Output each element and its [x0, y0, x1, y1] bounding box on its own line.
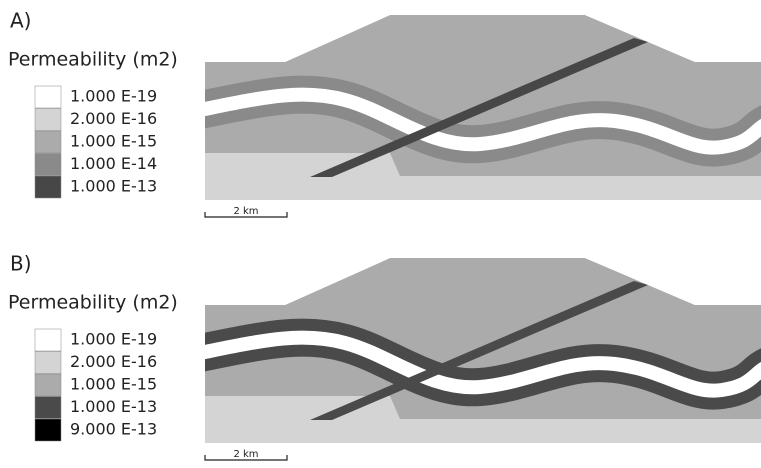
model — [195, 258, 761, 443]
figure: A) Permeability (m2) 1.000 E-19 2.000 E-16 1… — [0, 0, 761, 468]
panel: B) Permeability (m2) 1.000 E-19 2.000 E-16 1… — [8, 252, 761, 461]
legend-title: Permeability (m2) — [8, 49, 178, 71]
scale-bar-label: 2 km — [233, 206, 258, 217]
panel: A) Permeability (m2) 1.000 E-19 2.000 E-16 1… — [8, 9, 761, 218]
legend-label: 1.000 E-14 — [70, 154, 157, 173]
legend-swatch — [35, 176, 61, 198]
legend-swatch — [35, 419, 61, 441]
legend-swatch — [35, 329, 61, 351]
panel-label: B) — [10, 252, 32, 276]
legend-swatch — [35, 86, 61, 108]
legend-label: 2.000 E-16 — [70, 109, 157, 128]
panel-label: A) — [10, 9, 31, 33]
page: A) Permeability (m2) 1.000 E-19 2.000 E-16 1… — [0, 0, 761, 468]
legend-label: 1.000 E-13 — [70, 397, 157, 416]
legend-label: 1.000 E-19 — [70, 330, 157, 349]
legend-label: 2.000 E-16 — [70, 352, 157, 371]
legend-label: 1.000 E-13 — [70, 177, 157, 196]
legend-title: Permeability (m2) — [8, 292, 178, 314]
legend-swatch — [35, 397, 61, 419]
legend-swatch — [35, 352, 61, 374]
legend-swatch — [35, 374, 61, 396]
legend-swatch — [35, 131, 61, 153]
legend-label: 1.000 E-15 — [70, 375, 157, 394]
legend-label: 1.000 E-19 — [70, 87, 157, 106]
legend-label: 9.000 E-13 — [70, 420, 157, 439]
legend-swatch — [35, 109, 61, 131]
legend-label: 1.000 E-15 — [70, 132, 157, 151]
legend-swatch — [35, 154, 61, 176]
model — [195, 15, 761, 200]
scale-bar-label: 2 km — [233, 449, 258, 460]
